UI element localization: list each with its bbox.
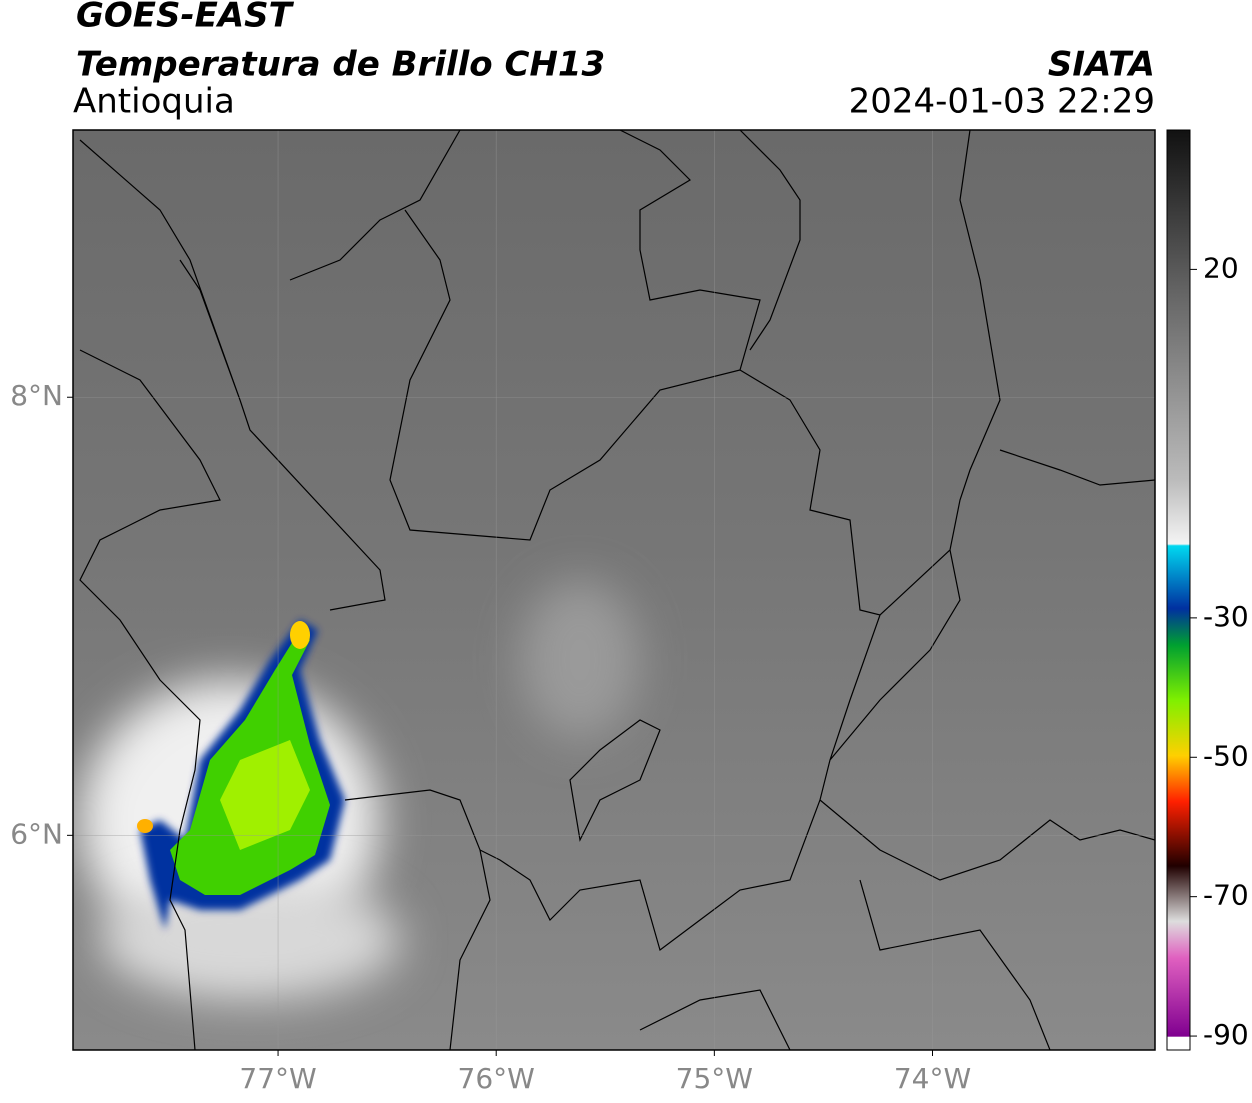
colorbar-tick-label: -90 (1203, 1018, 1249, 1051)
map-frame (72, 129, 1156, 1051)
x-tick-label: 74°W (894, 1062, 971, 1095)
subtitle: Temperatura de Brillo CH13 (76, 45, 605, 85)
colorbar-tick-label: 20 (1203, 251, 1239, 284)
colorbar-tick-label: -50 (1203, 739, 1249, 772)
y-tick-label: 6°N (10, 817, 63, 850)
source: SIATA (1048, 45, 1155, 85)
datetime: 2024-01-03 22:29 (849, 82, 1155, 122)
map-image (73, 130, 1155, 1050)
region: Antioquia (73, 82, 235, 122)
colorbar (1166, 129, 1191, 1051)
colorbar-tick-label: -70 (1203, 879, 1249, 912)
x-tick-label: 76°W (458, 1062, 535, 1095)
grid (73, 130, 1155, 1050)
y-tick-label: 8°N (10, 379, 63, 412)
colorbar-tick-label: -30 (1203, 600, 1249, 633)
x-tick-label: 75°W (676, 1062, 753, 1095)
x-tick-label: 77°W (239, 1062, 316, 1095)
title: GOES-EAST (76, 0, 295, 36)
